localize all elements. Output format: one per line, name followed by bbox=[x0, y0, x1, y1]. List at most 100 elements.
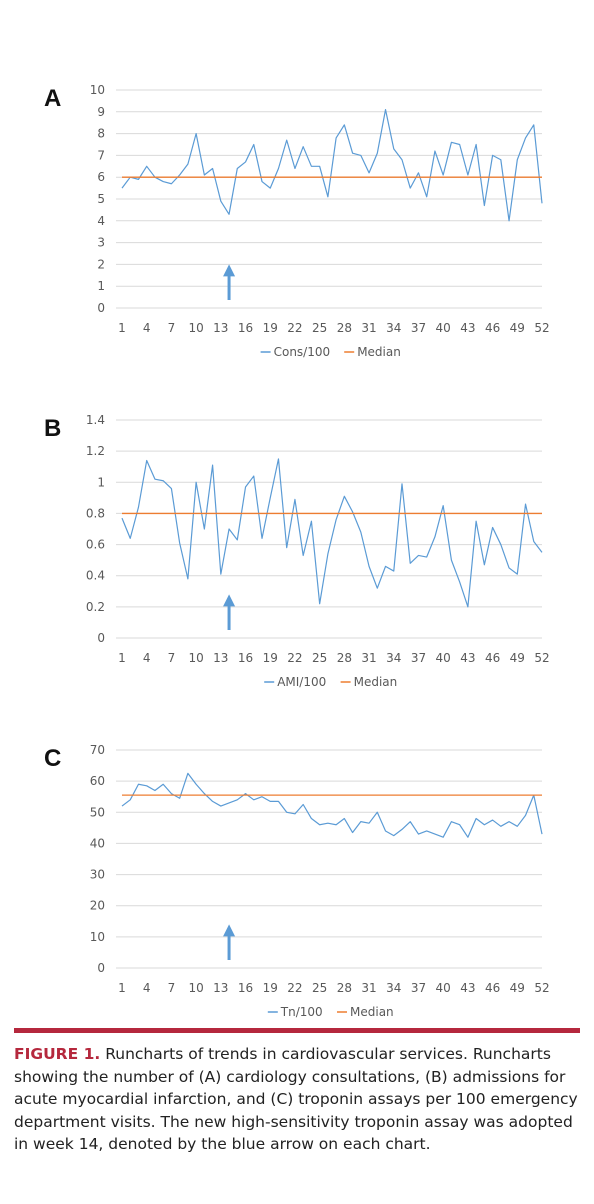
x-tick-label: 22 bbox=[287, 321, 302, 335]
x-tick-label: 37 bbox=[411, 981, 426, 995]
x-tick-label: 40 bbox=[436, 981, 451, 995]
x-tick-label: 37 bbox=[411, 321, 426, 335]
y-tick-label: 60 bbox=[90, 774, 105, 788]
x-tick-label: 19 bbox=[263, 651, 278, 665]
caption-label: FIGURE 1. bbox=[14, 1045, 101, 1063]
x-tick-label: 19 bbox=[263, 981, 278, 995]
y-tick-label: 4 bbox=[97, 214, 105, 228]
legend-label: Cons/100 bbox=[274, 345, 331, 359]
x-tick-label: 49 bbox=[510, 651, 525, 665]
chart-panel-a: A 0 1 2 3 4 5 6 7 8 9 10 1 4 7 10 13 16 19 22 25 28 31 34 37 40 4… bbox=[0, 75, 594, 405]
y-tick-label: 0 bbox=[97, 301, 105, 315]
y-tick-label: 1 bbox=[97, 279, 105, 293]
x-tick-label: 7 bbox=[168, 651, 176, 665]
panel-letter: B bbox=[44, 415, 62, 442]
chart-panel-b: B 0 0.2 0.4 0.6 0.8 1 1.2 1.4 1 4 7 10 13 16 19 22 25 28 3… bbox=[0, 405, 594, 735]
x-tick-label: 4 bbox=[143, 981, 151, 995]
series-line bbox=[121, 109, 543, 222]
x-tick-label: 13 bbox=[213, 981, 228, 995]
x-tick-label: 28 bbox=[337, 981, 352, 995]
y-tick-label: 0 bbox=[97, 961, 105, 975]
x-tick-label: 52 bbox=[534, 981, 549, 995]
y-tick-label: 9 bbox=[97, 105, 105, 119]
y-tick-label: 8 bbox=[97, 127, 105, 141]
x-tick-label: 1 bbox=[118, 321, 126, 335]
caption-text: Runcharts of trends in cardiovascular se… bbox=[14, 1045, 578, 1153]
y-tick-label: 0.8 bbox=[86, 506, 105, 520]
arrow-head bbox=[223, 264, 236, 277]
series-line bbox=[121, 458, 543, 608]
x-tick-label: 22 bbox=[287, 981, 302, 995]
x-tick-label: 43 bbox=[460, 981, 475, 995]
y-tick-label: 10 bbox=[90, 83, 105, 97]
x-tick-label: 1 bbox=[118, 981, 126, 995]
x-tick-label: 34 bbox=[386, 651, 401, 665]
y-tick-label: 40 bbox=[90, 836, 105, 850]
caption-divider bbox=[14, 1028, 580, 1033]
x-tick-label: 1 bbox=[118, 651, 126, 665]
legend-label: Median bbox=[350, 1005, 394, 1019]
y-tick-label: 1.4 bbox=[86, 413, 105, 427]
x-tick-label: 31 bbox=[361, 321, 376, 335]
series-line bbox=[121, 772, 543, 838]
y-tick-label: 0.4 bbox=[86, 569, 105, 583]
x-tick-label: 43 bbox=[460, 651, 475, 665]
x-tick-label: 7 bbox=[168, 981, 176, 995]
x-tick-label: 16 bbox=[238, 321, 253, 335]
x-tick-label: 13 bbox=[213, 321, 228, 335]
x-tick-label: 10 bbox=[188, 651, 203, 665]
y-tick-label: 10 bbox=[90, 930, 105, 944]
y-tick-label: 0 bbox=[97, 631, 105, 645]
x-tick-label: 16 bbox=[238, 651, 253, 665]
x-tick-label: 52 bbox=[534, 321, 549, 335]
x-tick-label: 46 bbox=[485, 321, 500, 335]
x-tick-label: 25 bbox=[312, 981, 327, 995]
legend-label: Median bbox=[354, 675, 398, 689]
y-tick-label: 20 bbox=[90, 899, 105, 913]
x-tick-label: 31 bbox=[361, 651, 376, 665]
legend-label: Tn/100 bbox=[280, 1005, 323, 1019]
x-tick-label: 37 bbox=[411, 651, 426, 665]
chart-b: 0 0.2 0.4 0.6 0.8 1 1.2 1.4 1 4 7 10 13 16 19 22 25 28 31 3… bbox=[86, 413, 550, 689]
y-tick-label: 2 bbox=[97, 257, 105, 271]
x-tick-label: 28 bbox=[337, 651, 352, 665]
x-tick-label: 46 bbox=[485, 981, 500, 995]
x-tick-label: 13 bbox=[213, 651, 228, 665]
x-tick-label: 43 bbox=[460, 321, 475, 335]
x-tick-label: 52 bbox=[534, 651, 549, 665]
y-tick-label: 70 bbox=[90, 743, 105, 757]
chart-c: 0 10 20 30 40 50 60 70 1 4 7 10 13 16 19 22 25 28 31 34 37 40… bbox=[90, 743, 550, 1019]
x-tick-label: 49 bbox=[510, 981, 525, 995]
x-tick-label: 16 bbox=[238, 981, 253, 995]
x-tick-label: 46 bbox=[485, 651, 500, 665]
chart-panel-c: C 0 10 20 30 40 50 60 70 1 4 7 10 13 16 19 22 25 28 31 34 37… bbox=[0, 735, 594, 1065]
x-tick-label: 34 bbox=[386, 981, 401, 995]
legend-label: AMI/100 bbox=[277, 675, 326, 689]
x-tick-label: 40 bbox=[436, 321, 451, 335]
arrow-head bbox=[223, 924, 236, 937]
x-tick-label: 22 bbox=[287, 651, 302, 665]
x-tick-label: 28 bbox=[337, 321, 352, 335]
x-tick-label: 25 bbox=[312, 321, 327, 335]
x-tick-label: 4 bbox=[143, 321, 151, 335]
x-tick-label: 34 bbox=[386, 321, 401, 335]
y-tick-label: 6 bbox=[97, 170, 105, 184]
y-tick-label: 1 bbox=[97, 475, 105, 489]
x-tick-label: 4 bbox=[143, 651, 151, 665]
y-tick-label: 0.6 bbox=[86, 538, 105, 552]
x-tick-label: 31 bbox=[361, 981, 376, 995]
x-tick-label: 40 bbox=[436, 651, 451, 665]
x-tick-label: 10 bbox=[188, 321, 203, 335]
x-tick-label: 7 bbox=[168, 321, 176, 335]
y-tick-label: 5 bbox=[97, 192, 105, 206]
panel-letter: A bbox=[44, 85, 62, 112]
x-tick-label: 10 bbox=[188, 981, 203, 995]
x-tick-label: 19 bbox=[263, 321, 278, 335]
x-tick-label: 49 bbox=[510, 321, 525, 335]
x-tick-label: 25 bbox=[312, 651, 327, 665]
legend-label: Median bbox=[357, 345, 401, 359]
y-tick-label: 30 bbox=[90, 868, 105, 882]
arrow-head bbox=[223, 594, 236, 607]
y-tick-label: 0.2 bbox=[86, 600, 105, 614]
